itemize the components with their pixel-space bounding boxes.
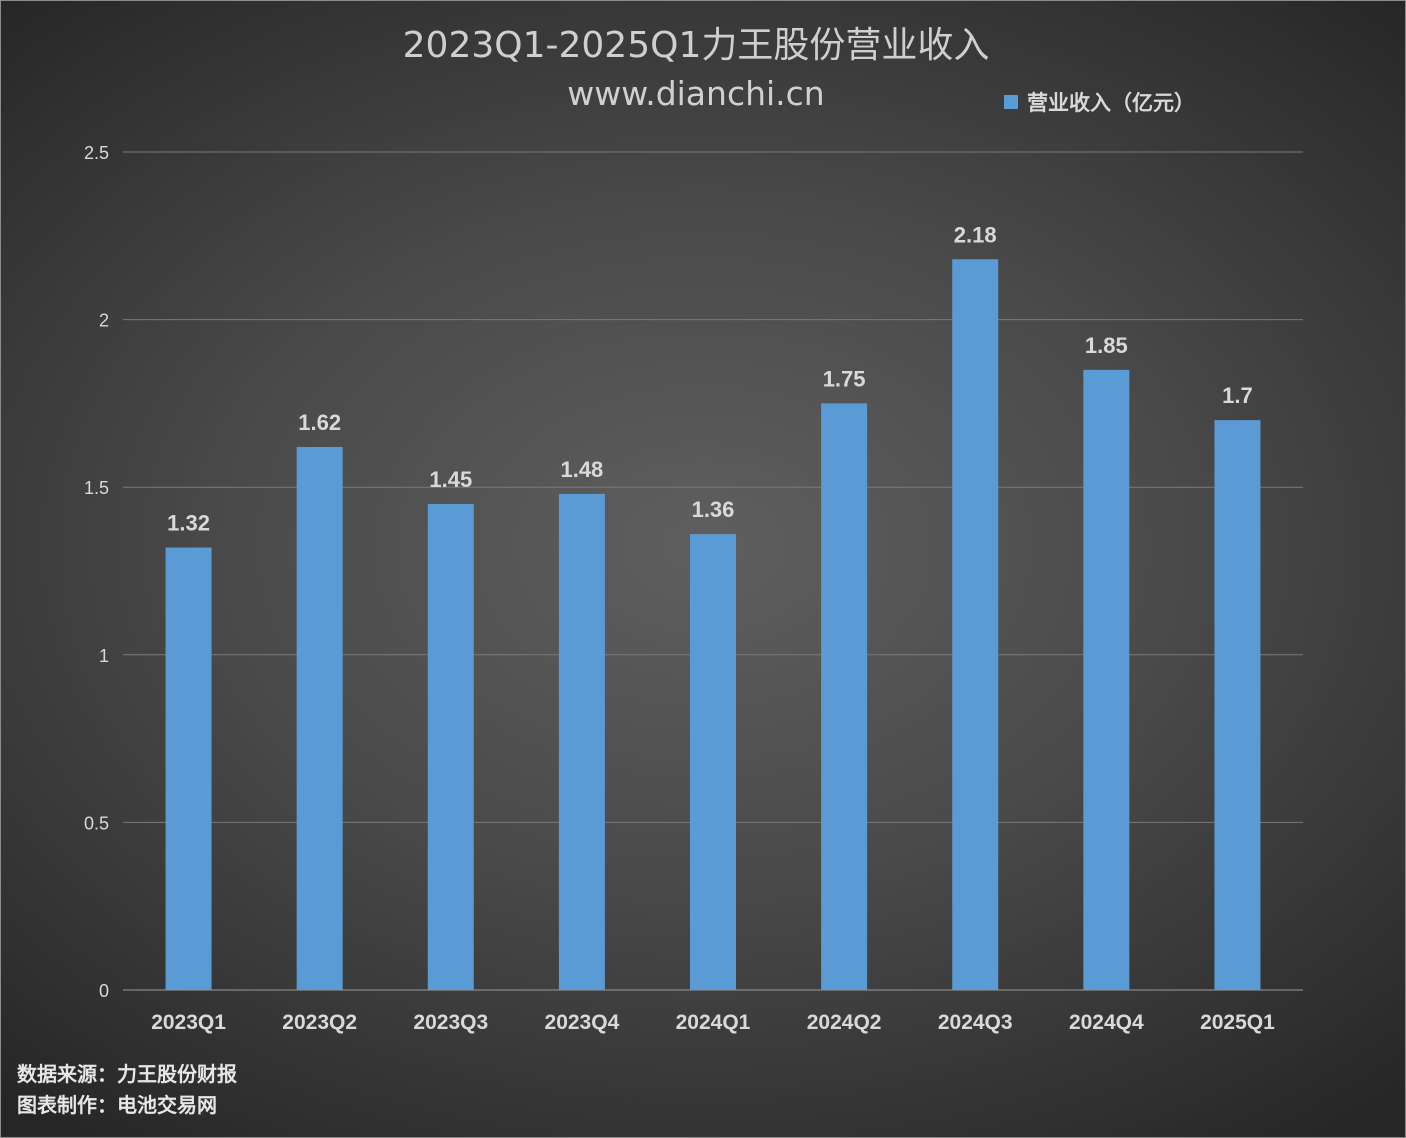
bar-2024Q4 (1083, 369, 1130, 990)
y-tick-label: 2.5 (84, 143, 109, 163)
data-label: 2.18 (954, 222, 997, 247)
y-tick-label: 2 (99, 311, 109, 331)
bar-2024Q3 (952, 259, 999, 990)
bars (165, 259, 1261, 990)
x-tick-label: 2023Q2 (282, 1011, 357, 1034)
bar-2023Q4 (558, 493, 605, 990)
chart-title: 2023Q1-2025Q1力王股份营业收入 (403, 25, 990, 66)
y-tick-label: 0.5 (84, 813, 109, 833)
data-label: 1.85 (1085, 333, 1128, 358)
x-tick-label: 2024Q4 (1069, 1011, 1144, 1034)
data-labels: 1.32 1.62 1.45 1.48 1.36 1.75 2.18 1.85 1.7 (167, 222, 1253, 535)
data-label: 1.62 (298, 410, 341, 435)
y-tick-label: 0 (99, 981, 109, 1001)
legend-label: 营业收入（亿元） (1027, 91, 1195, 115)
bar-2023Q2 (296, 446, 343, 990)
data-label: 1.45 (429, 467, 472, 492)
bar-2024Q2 (821, 403, 868, 990)
x-tick-label: 2025Q1 (1200, 1011, 1275, 1034)
legend-swatch (1004, 95, 1018, 109)
maker-note: 图表制作：电池交易网 (17, 1093, 217, 1117)
bar-2023Q3 (427, 503, 474, 990)
x-tick-label: 2023Q4 (545, 1011, 620, 1034)
data-label: 1.7 (1222, 383, 1253, 408)
data-label: 1.32 (167, 511, 210, 536)
x-tick-label: 2023Q1 (151, 1011, 226, 1034)
bar-2023Q1 (165, 547, 212, 990)
x-tick-label: 2024Q2 (807, 1011, 882, 1034)
y-tick-label: 1 (99, 646, 109, 666)
chart-subtitle: www.dianchi.cn (567, 74, 824, 113)
x-tick-label: 2024Q1 (676, 1011, 751, 1034)
x-axis-ticks: 2023Q1 2023Q2 2023Q3 2023Q4 2024Q1 2024Q2 2024… (151, 1011, 1275, 1034)
legend: 营业收入（亿元） (1004, 91, 1195, 115)
data-label: 1.36 (692, 497, 735, 522)
bar-2025Q1 (1214, 420, 1261, 990)
data-label: 1.48 (560, 457, 603, 482)
source-note: 数据来源：力王股份财报 (17, 1062, 237, 1086)
bar-2024Q1 (690, 534, 736, 990)
x-tick-label: 2023Q3 (413, 1011, 488, 1034)
y-tick-label: 1.5 (84, 478, 109, 498)
y-axis-ticks: 0 0.5 1 1.5 2 2.5 (84, 143, 109, 1001)
x-tick-label: 2024Q3 (938, 1011, 1013, 1034)
data-label: 1.75 (823, 366, 866, 391)
